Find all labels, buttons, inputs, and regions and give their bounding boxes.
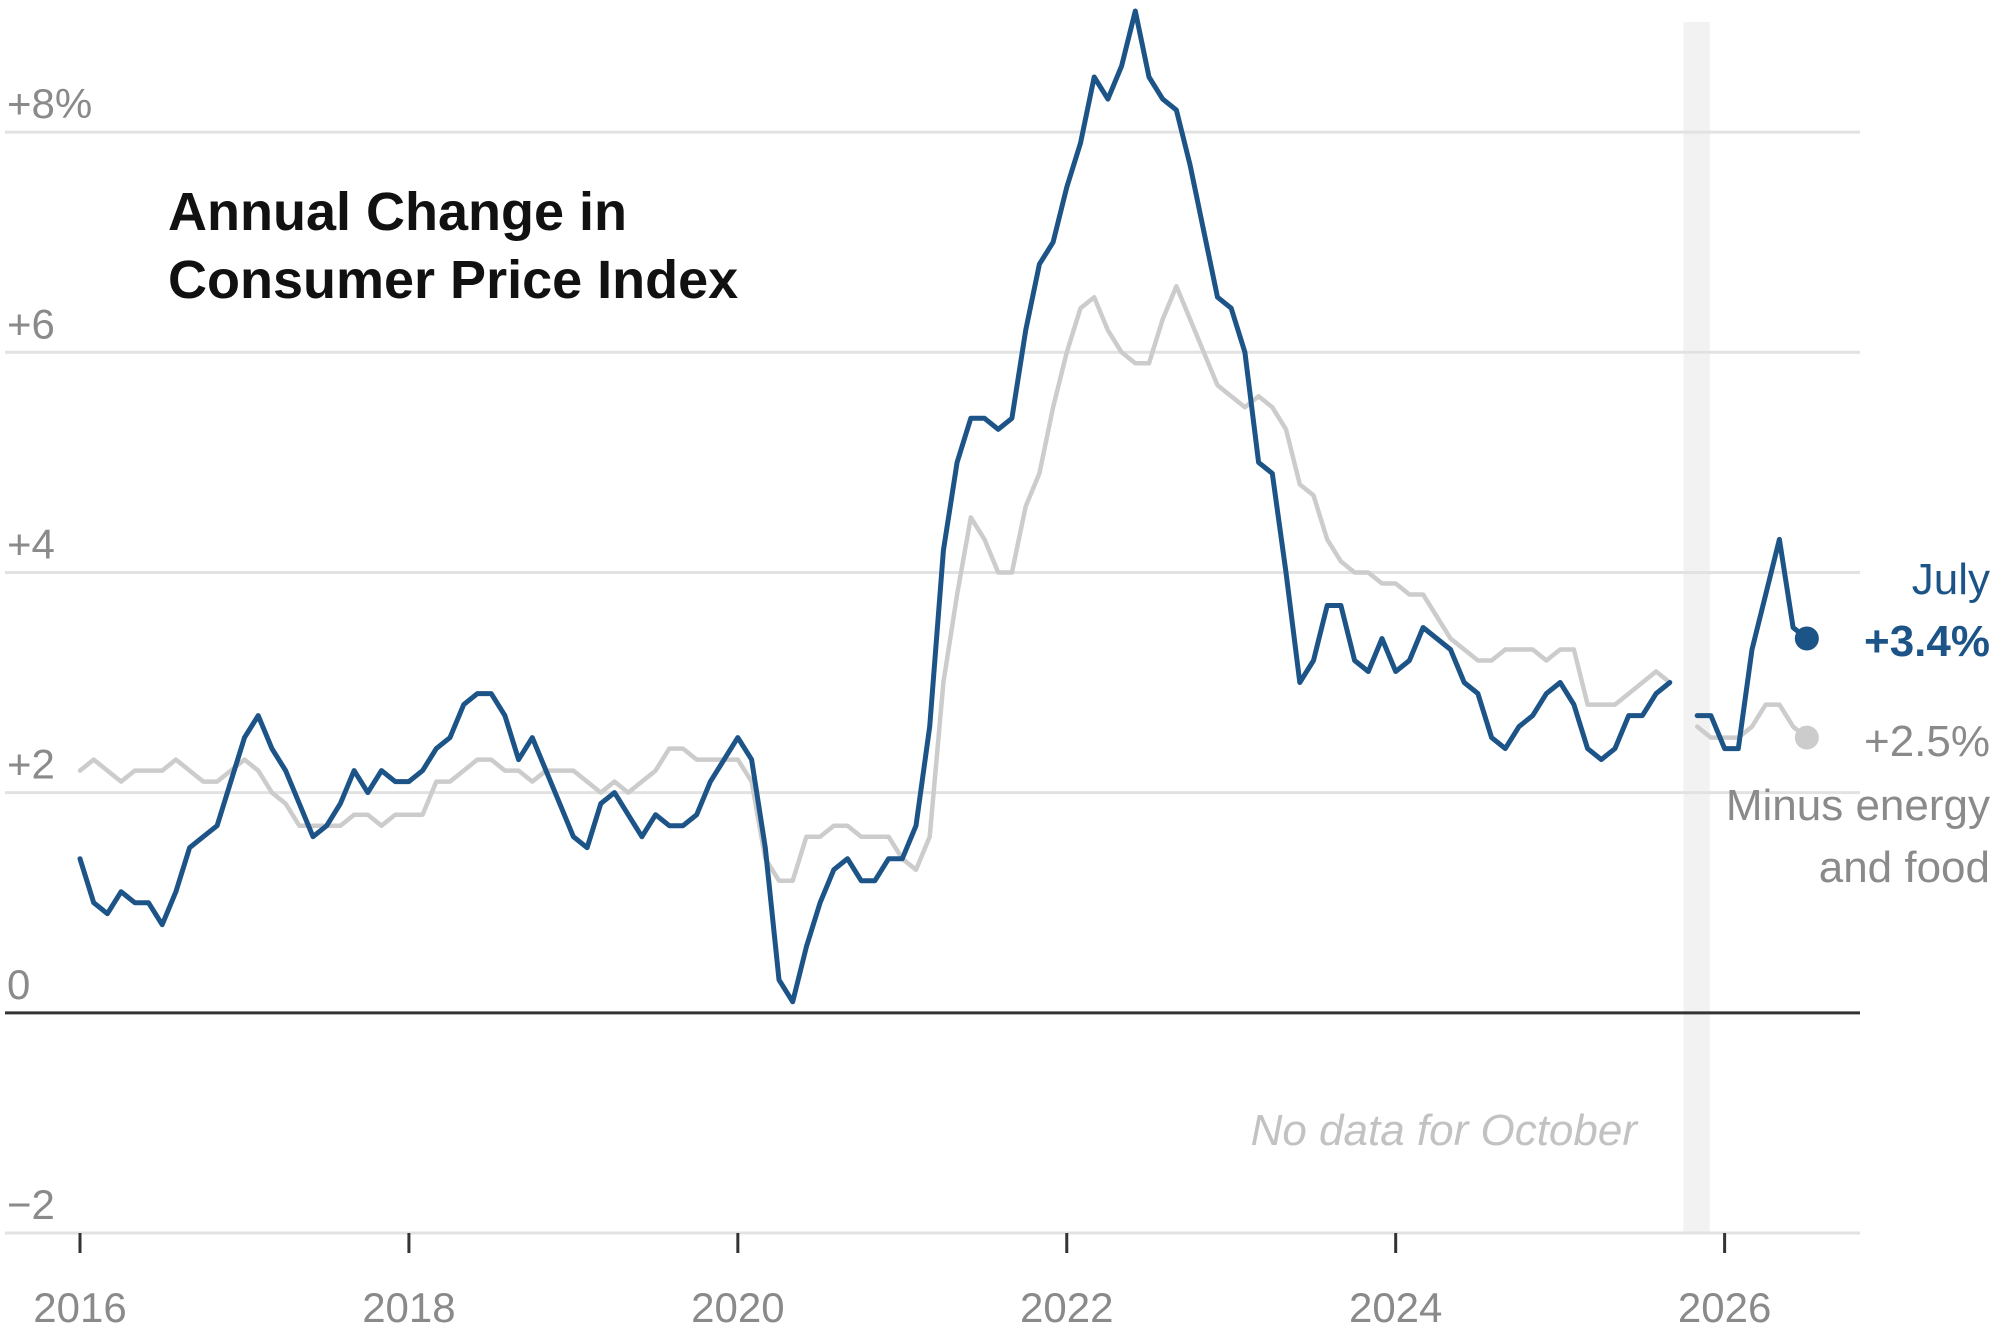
no-data-annotation: No data for October [1251,1106,1640,1155]
series-label-cpi-value: +3.4% [1864,617,1990,666]
chart-title-line-2: Consumer Price Index [168,250,738,310]
y-tick-label: +8% [7,80,92,127]
x-tick-label: 2018 [362,1284,455,1331]
x-tick-label: 2022 [1020,1284,1113,1331]
y-tick-label: 0 [7,961,30,1008]
series-label-core-value: +2.5% [1864,717,1990,766]
series-label-cpi-month: July [1912,555,1990,604]
x-tick-label: 2020 [691,1284,784,1331]
y-tick-label: +4 [7,520,55,567]
x-tick-label: 2026 [1678,1284,1771,1331]
end-point-cpi [1794,626,1819,651]
end-point-core [1794,725,1819,750]
series-line-core [77,283,1810,883]
x-tick-label: 2024 [1349,1284,1442,1331]
series-label-core-name-line-1: Minus energy [1726,781,1990,830]
series-line-cpi [77,8,1810,1005]
y-tick-label: +2 [7,741,55,788]
y-tick-label: −2 [7,1181,55,1228]
x-tick-label: 2016 [33,1284,126,1331]
series-label-core-name-line-2: and food [1819,843,1990,892]
no-data-band [1683,22,1710,1233]
y-tick-label: +6 [7,300,55,347]
chart-title-line-1: Annual Change in [168,182,627,242]
